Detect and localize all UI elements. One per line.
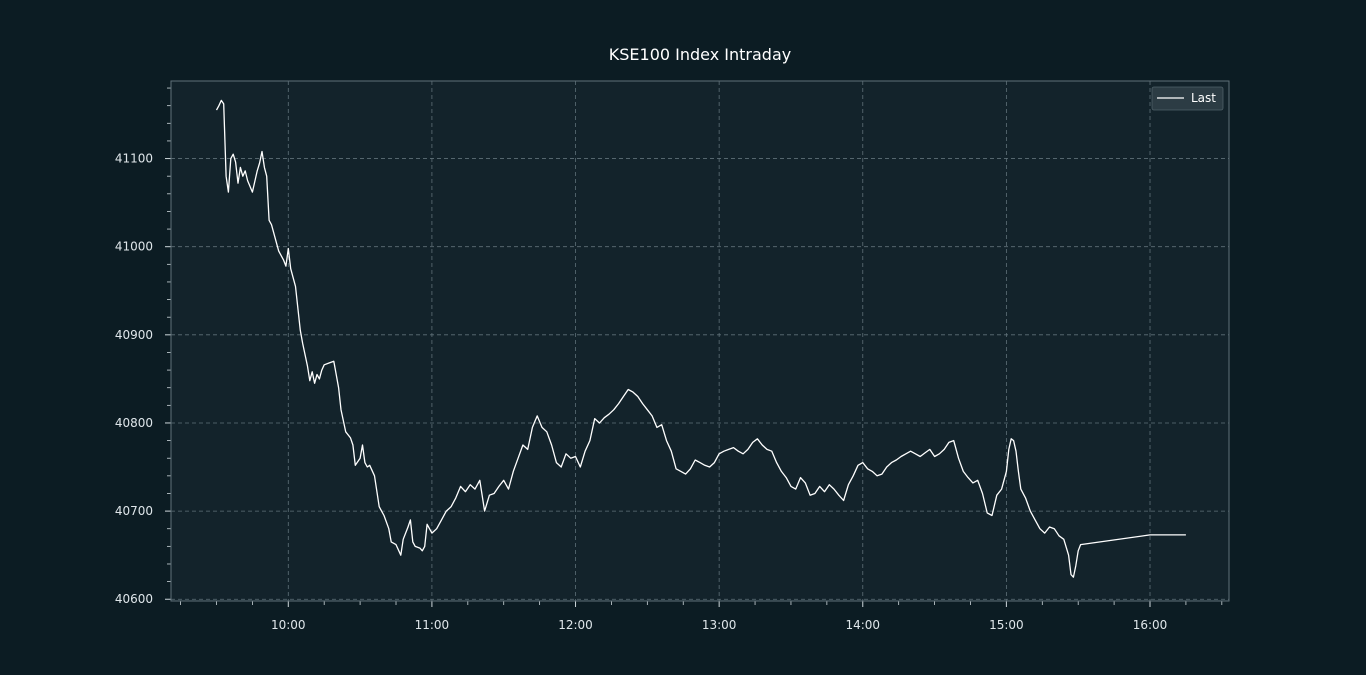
legend: Last (1151, 86, 1224, 111)
axis-ticks: 10:00 11:00 12:00 13:00 14:00 15:00 16:00 40600… (115, 87, 1223, 632)
legend-entry-last: Last (1191, 91, 1216, 105)
grid (171, 81, 1229, 601)
y-tick-label: 40700 (115, 504, 153, 518)
chart-title: KSE100 Index Intraday (609, 45, 791, 64)
x-tick-label: 16:00 (1133, 618, 1168, 632)
y-tick-label: 41100 (115, 152, 153, 166)
series-line-last (215, 99, 1186, 578)
x-tick-label: 11:00 (415, 618, 450, 632)
x-tick-label: 14:00 (845, 618, 880, 632)
x-tick-label: 13:00 (702, 618, 737, 632)
plot-area (171, 81, 1229, 601)
y-tick-label: 40900 (115, 328, 153, 342)
x-tick-label: 12:00 (558, 618, 593, 632)
y-tick-label: 41000 (115, 240, 153, 254)
plot-frame (170, 80, 1230, 602)
x-tick-label: 10:00 (271, 618, 306, 632)
series-layer (215, 99, 1186, 578)
x-tick-label: 15:00 (989, 618, 1024, 632)
y-tick-label: 40800 (115, 416, 153, 430)
y-tick-label: 40600 (115, 592, 153, 606)
legend-box (1151, 86, 1224, 111)
